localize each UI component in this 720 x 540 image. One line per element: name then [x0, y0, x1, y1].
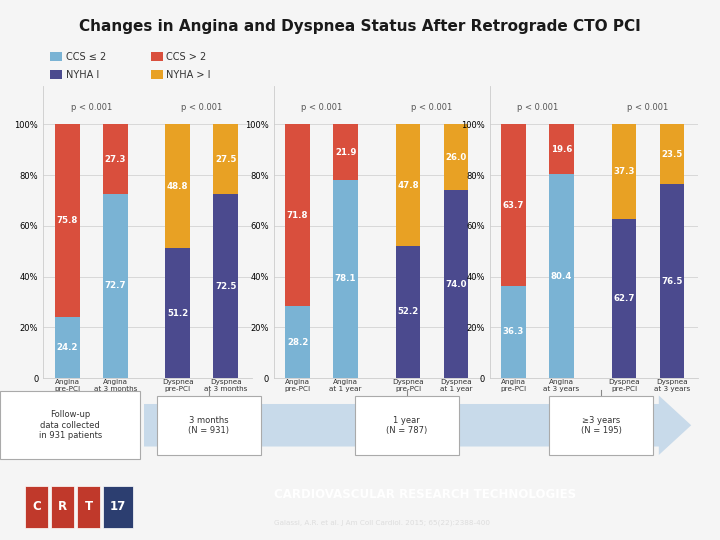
Text: CCS > 2: CCS > 2 [166, 52, 207, 62]
Text: 48.8: 48.8 [167, 182, 189, 191]
Text: 1 year
(N = 787): 1 year (N = 787) [386, 416, 428, 435]
Text: R: R [58, 500, 67, 513]
Text: 72.5: 72.5 [215, 281, 236, 291]
Text: 36.3: 36.3 [503, 327, 524, 336]
Bar [213, 124, 238, 194]
FancyBboxPatch shape [549, 396, 654, 455]
FancyBboxPatch shape [156, 396, 261, 455]
Text: 71.8: 71.8 [287, 211, 308, 220]
Bar [165, 124, 190, 248]
FancyArrow shape [144, 395, 691, 455]
Bar [660, 184, 685, 378]
Bar [444, 124, 469, 191]
Bar [333, 124, 358, 180]
Text: p < 0.001: p < 0.001 [71, 103, 112, 112]
Text: 3 months
(N = 931): 3 months (N = 931) [189, 416, 229, 435]
Text: 78.1: 78.1 [335, 274, 356, 284]
Bar [611, 124, 636, 219]
Text: p < 0.001: p < 0.001 [627, 103, 669, 112]
Bar [501, 286, 526, 378]
Text: p < 0.001: p < 0.001 [517, 103, 558, 112]
Text: 21.9: 21.9 [335, 148, 356, 157]
Bar [611, 219, 636, 378]
Text: 19.6: 19.6 [551, 145, 572, 154]
Bar [333, 180, 358, 378]
Bar [444, 191, 469, 378]
Text: 74.0: 74.0 [445, 280, 467, 289]
Text: ≥3 years
(N = 195): ≥3 years (N = 195) [581, 416, 621, 435]
Text: NYHA > I: NYHA > I [166, 70, 211, 79]
FancyBboxPatch shape [354, 396, 459, 455]
FancyBboxPatch shape [25, 486, 48, 528]
Text: 51.2: 51.2 [167, 308, 188, 318]
Text: p < 0.001: p < 0.001 [301, 103, 342, 112]
Bar [103, 124, 127, 194]
Bar [549, 124, 574, 174]
Bar [213, 194, 238, 378]
Text: 76.5: 76.5 [661, 276, 683, 286]
Text: Galassi, A.R. et al. J Am Coll Cardiol. 2015; 65(22):2388-400: Galassi, A.R. et al. J Am Coll Cardiol. … [274, 520, 490, 526]
Text: C: C [32, 500, 41, 513]
Bar [55, 316, 80, 378]
FancyBboxPatch shape [0, 391, 140, 459]
FancyBboxPatch shape [103, 486, 133, 528]
Text: Changes in Angina and Dyspnea Status After Retrograde CTO PCI: Changes in Angina and Dyspnea Status Aft… [79, 19, 641, 34]
Bar [395, 124, 420, 246]
Text: CCS ≤ 2: CCS ≤ 2 [66, 52, 106, 62]
Bar [55, 124, 80, 316]
Text: 52.2: 52.2 [397, 307, 418, 316]
Bar [395, 246, 420, 378]
Bar [285, 307, 310, 378]
FancyBboxPatch shape [51, 486, 74, 528]
Text: 17: 17 [110, 500, 126, 513]
Bar [285, 124, 310, 307]
Bar [165, 248, 190, 378]
Text: 75.8: 75.8 [56, 216, 78, 225]
Text: 63.7: 63.7 [503, 201, 524, 210]
Text: p < 0.001: p < 0.001 [411, 103, 453, 112]
Text: Follow-up
data collected
in 931 patients: Follow-up data collected in 931 patients [39, 410, 102, 440]
Text: CARDIOVASCULAR RESEARCH TECHNOLOGIES: CARDIOVASCULAR RESEARCH TECHNOLOGIES [274, 488, 576, 501]
Text: 27.3: 27.3 [104, 154, 126, 164]
Bar [549, 174, 574, 378]
Text: 62.7: 62.7 [613, 294, 635, 303]
Text: 72.7: 72.7 [104, 281, 126, 291]
Text: 37.3: 37.3 [613, 167, 635, 176]
Text: 26.0: 26.0 [446, 153, 467, 162]
Text: 80.4: 80.4 [551, 272, 572, 281]
Text: 24.2: 24.2 [56, 343, 78, 352]
Text: 27.5: 27.5 [215, 155, 236, 164]
Text: p < 0.001: p < 0.001 [181, 103, 222, 112]
Text: 47.8: 47.8 [397, 180, 419, 190]
Bar [660, 124, 685, 184]
Bar [103, 194, 127, 378]
Bar [501, 124, 526, 286]
Text: 23.5: 23.5 [662, 150, 683, 159]
Text: T: T [84, 500, 93, 513]
Text: 28.2: 28.2 [287, 338, 308, 347]
FancyBboxPatch shape [77, 486, 100, 528]
Text: NYHA I: NYHA I [66, 70, 99, 79]
